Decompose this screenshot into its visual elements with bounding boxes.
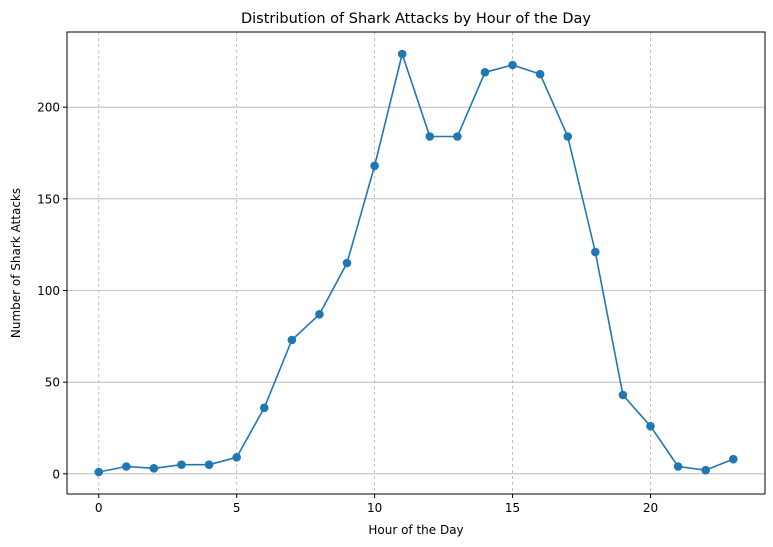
data-point xyxy=(342,258,352,268)
chart-title: Distribution of Shark Attacks by Hour of… xyxy=(241,11,591,27)
data-point xyxy=(232,453,241,462)
data-point xyxy=(204,460,214,469)
data-point xyxy=(315,310,324,319)
x-tick-label: 20 xyxy=(643,501,658,515)
data-point xyxy=(425,132,435,141)
data-point xyxy=(480,68,490,77)
x-tick-label: 0 xyxy=(95,501,103,515)
data-point xyxy=(259,403,269,413)
x-axis-label: Hour of the Day xyxy=(368,523,463,537)
points-layer xyxy=(94,49,738,477)
data-point xyxy=(535,69,545,79)
plot-frame xyxy=(66,31,766,495)
y-tick-label: 200 xyxy=(37,101,60,115)
data-point xyxy=(508,60,517,70)
data-point xyxy=(591,247,600,257)
data-point xyxy=(397,49,407,59)
data-point xyxy=(618,390,628,400)
y-axis-label: Number of Shark Attacks xyxy=(9,188,23,338)
data-point xyxy=(563,132,573,141)
series-line xyxy=(98,53,734,473)
data-point xyxy=(728,454,738,464)
data-point xyxy=(673,462,683,471)
data-point xyxy=(287,335,297,345)
y-tick-label: 0 xyxy=(52,467,60,481)
series-layer xyxy=(98,53,734,473)
data-point xyxy=(149,464,159,473)
data-point xyxy=(177,460,186,469)
x-tick-label: 5 xyxy=(233,501,241,515)
x-tick-label: 15 xyxy=(505,501,520,515)
x-tick-label: 10 xyxy=(367,501,382,515)
grid-lines xyxy=(67,32,765,494)
data-point xyxy=(646,421,655,431)
data-point xyxy=(122,462,131,471)
y-tick-label: 100 xyxy=(37,284,60,298)
y-tick-label: 50 xyxy=(45,376,60,390)
data-point xyxy=(370,161,379,171)
data-point xyxy=(701,465,710,475)
data-point xyxy=(453,132,462,141)
y-tick-label: 150 xyxy=(37,192,60,206)
data-point xyxy=(94,467,104,477)
